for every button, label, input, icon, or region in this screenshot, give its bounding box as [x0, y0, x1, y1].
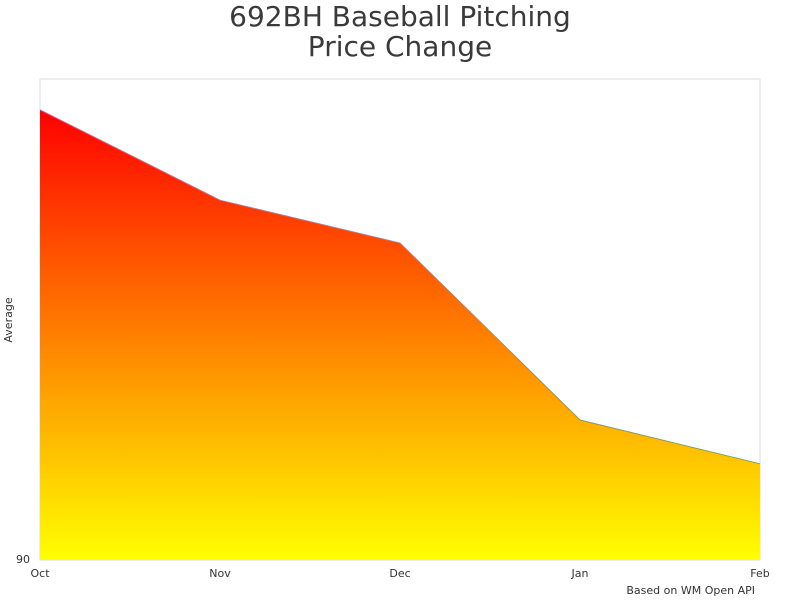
y-axis-label: Average — [2, 297, 15, 342]
x-tick-label: Feb — [750, 567, 769, 580]
y-tick-label: 90 — [16, 553, 30, 566]
x-tick-label: Oct — [30, 567, 50, 580]
x-tick-label: Nov — [209, 567, 231, 580]
chart-title: 692BH Baseball Pitching — [229, 0, 571, 33]
chart-title: Price Change — [308, 30, 492, 63]
x-tick-label: Dec — [389, 567, 410, 580]
x-tick-label: Jan — [571, 567, 589, 580]
area-line — [39, 109, 761, 465]
area — [40, 109, 760, 560]
source-note: Based on WM Open API — [626, 584, 755, 597]
